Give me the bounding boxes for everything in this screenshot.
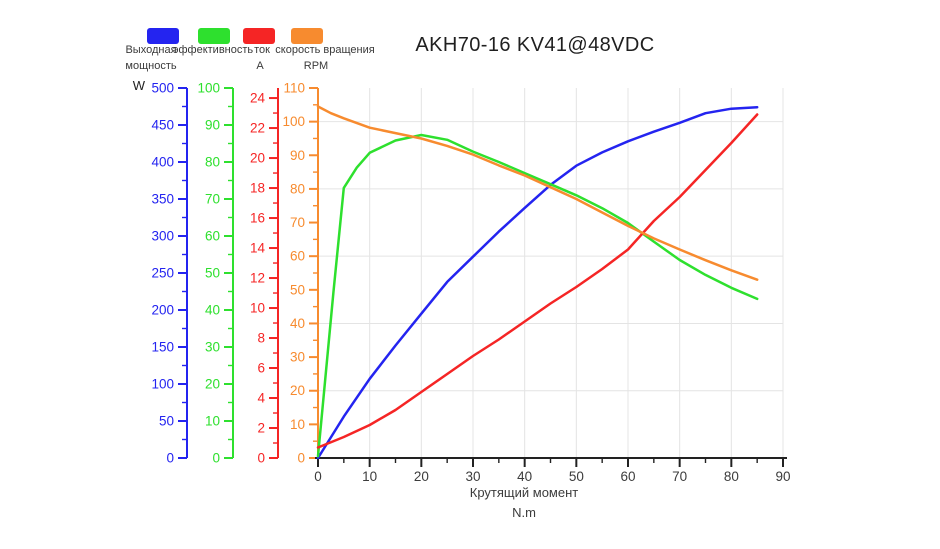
y-axis-unit-power: W xyxy=(133,78,146,93)
x-tick-label: 80 xyxy=(724,469,739,484)
y-tick-label-efficiency: 100 xyxy=(197,81,220,96)
x-tick-label: 30 xyxy=(465,469,480,484)
y-tick-label-rpm: 30 xyxy=(290,350,305,365)
y-tick-label-rpm: 10 xyxy=(290,417,305,432)
y-tick-label-rpm: 20 xyxy=(290,383,305,398)
x-tick-label: 90 xyxy=(775,469,790,484)
y-tick-label-power: 150 xyxy=(151,340,174,355)
x-tick-label: 0 xyxy=(314,469,322,484)
y-tick-label-power: 200 xyxy=(151,303,174,318)
legend-swatch-rpm xyxy=(291,28,323,44)
y-tick-label-current: 4 xyxy=(257,391,265,406)
y-tick-label-efficiency: 70 xyxy=(205,192,220,207)
legend-swatch-current xyxy=(243,28,275,44)
y-tick-label-current: 22 xyxy=(250,121,265,136)
y-tick-label-current: 0 xyxy=(257,451,265,466)
y-tick-label-rpm: 100 xyxy=(282,114,305,129)
y-tick-label-rpm: 50 xyxy=(290,282,305,297)
x-tick-label: 10 xyxy=(362,469,377,484)
y-tick-label-current: 12 xyxy=(250,271,265,286)
x-tick-label: 40 xyxy=(517,469,532,484)
legend-label-current: ток xyxy=(254,44,270,56)
legend-swatch-power xyxy=(147,28,179,44)
y-tick-label-current: 8 xyxy=(257,331,265,346)
y-tick-label-efficiency: 50 xyxy=(205,266,220,281)
y-tick-label-current: 20 xyxy=(250,151,265,166)
y-tick-label-efficiency: 20 xyxy=(205,377,220,392)
series-efficiency-line xyxy=(316,133,759,458)
y-tick-label-rpm: 70 xyxy=(290,215,305,230)
y-tick-label-efficiency: 0 xyxy=(212,451,220,466)
y-tick-label-rpm: 80 xyxy=(290,181,305,196)
x-axis-label: Крутящий момент xyxy=(469,485,579,500)
y-tick-label-power: 500 xyxy=(151,81,174,96)
y-tick-label-efficiency: 10 xyxy=(205,414,220,429)
series-current-line xyxy=(316,113,759,449)
y-tick-label-current: 2 xyxy=(257,421,265,436)
x-axis-unit: N.m xyxy=(512,505,536,520)
chart-title: AKH70-16 KV41@48VDC xyxy=(415,34,655,56)
y-tick-label-current: 6 xyxy=(257,361,265,376)
y-tick-label-efficiency: 80 xyxy=(205,155,220,170)
series-power-line xyxy=(316,105,759,460)
y-tick-label-current: 14 xyxy=(250,241,266,256)
x-tick-label: 50 xyxy=(569,469,584,484)
y-tick-label-efficiency: 30 xyxy=(205,340,220,355)
x-tick-label: 20 xyxy=(414,469,429,484)
y-tick-label-efficiency: 60 xyxy=(205,229,220,244)
y-tick-label-rpm: 60 xyxy=(290,249,305,264)
y-tick-label-current: 16 xyxy=(250,211,265,226)
y-tick-label-power: 0 xyxy=(166,451,174,466)
legend-label-rpm: скорость вращения xyxy=(275,44,375,56)
y-tick-label-power: 350 xyxy=(151,192,174,207)
legend-sublabel-current: A xyxy=(256,60,264,72)
y-tick-label-rpm: 90 xyxy=(290,148,305,163)
x-tick-label: 70 xyxy=(672,469,687,484)
y-tick-label-power: 100 xyxy=(151,377,174,392)
y-tick-label-power: 450 xyxy=(151,118,174,133)
legend-swatch-efficiency xyxy=(198,28,230,44)
y-tick-label-power: 300 xyxy=(151,229,174,244)
legend-sublabel-power: мощность xyxy=(125,60,177,72)
legend-sublabel-rpm: RPM xyxy=(303,60,329,72)
y-tick-label-rpm: 0 xyxy=(297,451,305,466)
y-tick-label-efficiency: 40 xyxy=(205,303,220,318)
y-tick-label-efficiency: 90 xyxy=(205,118,220,133)
y-tick-label-power: 50 xyxy=(159,414,174,429)
y-tick-label-rpm: 40 xyxy=(290,316,305,331)
series-rpm-line xyxy=(316,105,759,281)
legend-label-efficiency: эффективность xyxy=(172,44,254,56)
y-tick-label-current: 18 xyxy=(250,181,265,196)
y-tick-label-current: 10 xyxy=(250,301,265,316)
y-tick-label-power: 400 xyxy=(151,155,174,170)
y-tick-label-rpm: 110 xyxy=(283,81,305,96)
legend-label-power: Выходная xyxy=(125,44,177,56)
y-tick-label-power: 250 xyxy=(151,266,174,281)
y-tick-label-current: 24 xyxy=(250,91,266,106)
x-tick-label: 60 xyxy=(620,469,635,484)
